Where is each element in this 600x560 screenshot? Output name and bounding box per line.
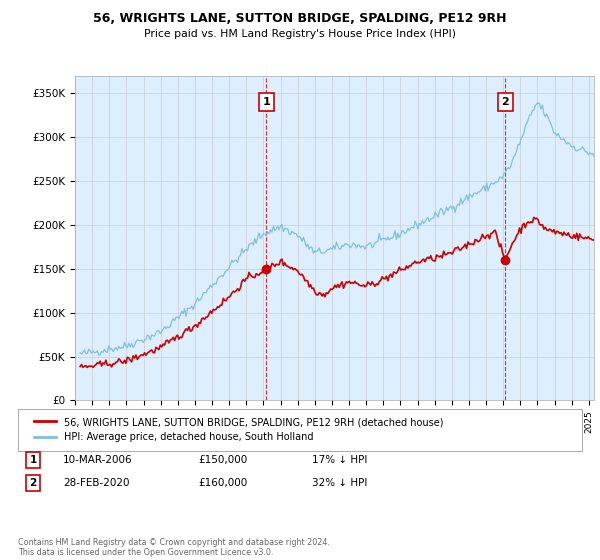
Text: 1: 1 (29, 455, 37, 465)
Text: 2: 2 (502, 97, 509, 107)
Text: 2: 2 (29, 478, 37, 488)
Text: Price paid vs. HM Land Registry's House Price Index (HPI): Price paid vs. HM Land Registry's House … (144, 29, 456, 39)
Legend: 56, WRIGHTS LANE, SUTTON BRIDGE, SPALDING, PE12 9RH (detached house), HPI: Avera: 56, WRIGHTS LANE, SUTTON BRIDGE, SPALDIN… (29, 411, 449, 449)
Text: 10-MAR-2006: 10-MAR-2006 (63, 455, 133, 465)
Text: £160,000: £160,000 (198, 478, 247, 488)
Text: £150,000: £150,000 (198, 455, 247, 465)
Text: 32% ↓ HPI: 32% ↓ HPI (312, 478, 367, 488)
Text: 28-FEB-2020: 28-FEB-2020 (63, 478, 130, 488)
Text: 1: 1 (263, 97, 271, 107)
Text: 17% ↓ HPI: 17% ↓ HPI (312, 455, 367, 465)
Text: 56, WRIGHTS LANE, SUTTON BRIDGE, SPALDING, PE12 9RH: 56, WRIGHTS LANE, SUTTON BRIDGE, SPALDIN… (93, 12, 507, 25)
Text: Contains HM Land Registry data © Crown copyright and database right 2024.
This d: Contains HM Land Registry data © Crown c… (18, 538, 330, 557)
